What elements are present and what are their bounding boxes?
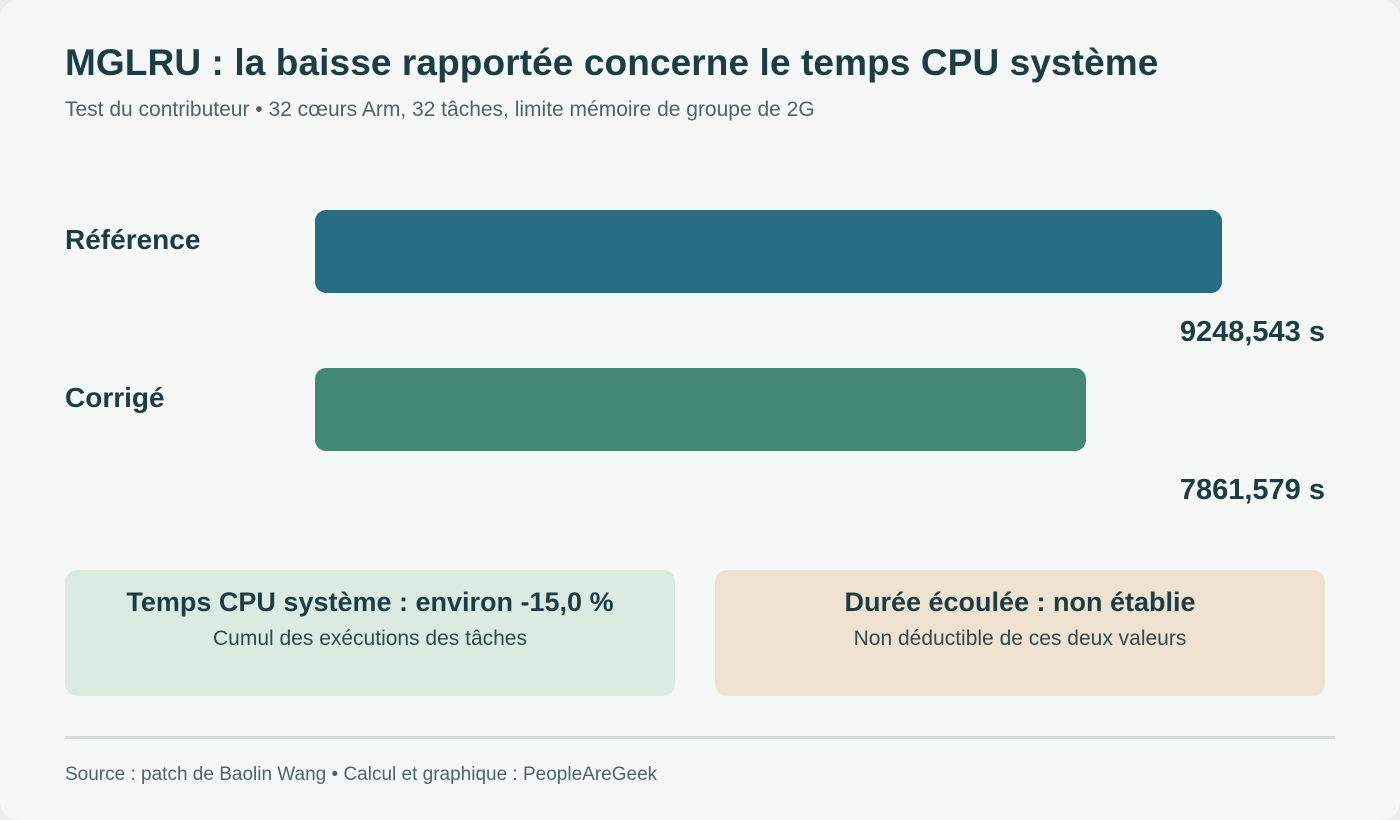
callout-cpu-time-title: Temps CPU système : environ -15,0 % [126,587,614,617]
footer-divider [65,736,1335,739]
bar-chart: Référence 9248,543 s Corrigé 7861,579 s [65,210,1325,506]
category-label: Référence [65,224,200,255]
chart-title: MGLRU : la baisse rapportée concerne le … [65,42,1159,83]
category-label: Corrigé [65,382,165,413]
chart-subtitle: Test du contributeur • 32 cœurs Arm, 32 … [65,98,815,121]
value-label: 7861,579 s [1180,474,1325,506]
callout-cpu-time: Temps CPU système : environ -15,0 % Cumu… [65,570,675,696]
source-note: Source : patch de Baolin Wang • Calcul e… [65,764,658,785]
callout-cpu-time-text: Cumul des exécutions des tâches [212,627,527,650]
callout-elapsed-time-text: Non déductible de ces deux valeurs [853,627,1187,650]
callout-elapsed-time: Durée écoulée : non établie Non déductib… [715,570,1325,696]
bar [315,368,1086,451]
callout-elapsed-time-title: Durée écoulée : non établie [844,587,1196,617]
bar [315,210,1222,293]
value-label: 9248,543 s [1180,316,1325,348]
